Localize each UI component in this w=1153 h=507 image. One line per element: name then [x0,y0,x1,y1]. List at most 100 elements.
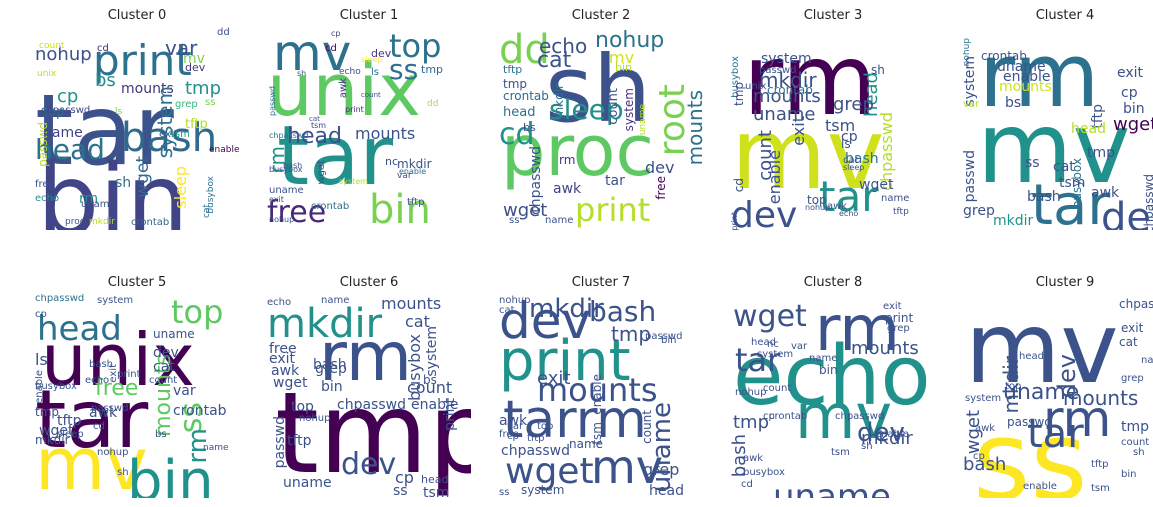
cloud-word: system [424,326,440,377]
cloud-word: ss [389,53,419,86]
cloud-word: bs [523,121,536,134]
cloud-word: unix [41,318,195,402]
word-cloud-panel: echo mv rm wget tar uname mounts dev mkdir tmp bas… [731,294,935,498]
cloud-word: ss [509,215,520,226]
cloud-word: mv [183,51,205,67]
cloud-word: head [1019,351,1044,362]
cloud-word: echo [339,67,361,77]
cloud-word: tmp [733,412,770,433]
cloud-word: tar [735,341,781,379]
cloud-word: name [321,295,350,306]
cloud-word: ss [499,487,510,498]
cloud-word: dev [153,345,179,361]
cloud-word: mounts [381,294,442,313]
cloud-word: tftp [185,117,208,132]
cloud-word: cat [309,115,320,123]
cloud-word: sleep [171,166,190,209]
cloud-word: passwd [91,403,129,414]
cloud-word: cp [35,309,47,320]
cloud-word: ls [35,350,48,369]
cloud-word: grep [887,323,910,334]
cloud-word: sh [297,69,307,78]
cloud-word: exit [159,129,178,140]
cloud-word: unix [37,69,57,79]
cloud-word: enable [590,374,604,415]
cloud-word: uname [753,104,816,125]
cloud-word: mounts [121,81,174,97]
cloud-word: dev [185,61,206,74]
cloud-word: enable [1003,69,1051,85]
cloud-word: system [97,295,134,306]
cloud-word: print [885,311,914,325]
cloud-word: chpasswd [35,294,85,304]
cloud-word: system [153,86,177,159]
cloud-word: mv [731,98,885,212]
cloud-word: bash [313,357,347,373]
cloud-word: bash [89,359,114,370]
cloud-word: grep [643,460,680,479]
cloud-word: dev [857,418,905,448]
cloud-word: count [606,88,621,125]
cloud-word: wget [1113,114,1153,135]
cloud-word: busybox [743,467,785,478]
cloud-word: system [339,177,368,186]
cloud-word: rm [815,294,900,365]
cloud-word: name [1141,355,1153,366]
cloud-word: ss [393,483,408,498]
cloud-word: uname [773,477,891,498]
cloud-word: dd [499,27,550,73]
cloud-word: rm [1043,390,1112,448]
cloud-word: free [267,195,327,230]
cloud-word: print [575,191,651,229]
cloud-word: cd [732,178,746,193]
cloud-word: ls [371,67,379,78]
cloud-word: awk [553,181,582,197]
cloud-word: cd [93,421,105,432]
cloud-word: echo [839,209,859,218]
cloud-word: cat [843,155,859,166]
cloud-word: cp [507,431,519,442]
cloud-word: uname [1003,380,1080,405]
cloud-word: print [499,329,631,394]
cloud-word: passwd [963,150,978,203]
cloud-word: exit [789,116,808,146]
cloud-word: tmp [1087,145,1116,161]
cloud-word: mounts [753,86,821,107]
cloud-word: sh [545,36,652,143]
cloud-word: var [791,341,808,352]
cloud-word: chpasswd [835,411,885,422]
cloud-word: tar [277,109,394,204]
cloud-word: grep [1121,373,1144,384]
cloud-word: tsm [1059,175,1086,191]
cluster-title: Cluster 0 [107,8,167,23]
cloud-word: grep [833,94,874,115]
cloud-word: bin [661,335,677,346]
cloud-word: sh [871,63,885,77]
cloud-word: uname [283,475,332,491]
cloud-word: busybox [269,165,303,174]
cloud-word: nc [385,155,399,168]
cluster-title: Cluster 4 [1035,8,1095,23]
cloud-word: var [397,171,412,181]
cloud-word: tftp [287,433,312,449]
cloud-word: bin [369,187,431,230]
cloud-word: tsm [831,447,850,458]
cloud-word: free [654,176,668,200]
cloud-word: mounts [683,90,703,166]
cloud-word: chpasswd [41,105,91,116]
cloud-word: free [499,429,519,440]
cloud-word: system [521,483,565,497]
cloud-word: chpasswd [1142,174,1153,230]
cloud-word: wget [859,177,894,193]
cloud-word: var [963,99,980,110]
cloud-word: nohup [299,413,331,424]
cloud-word: sh [117,467,129,478]
cloud-word: print [731,212,739,230]
cloud-word: grep [175,99,198,110]
cloud-word: name [203,443,229,453]
cloud-word: nohup [963,38,972,67]
cloud-word: head [649,483,684,498]
cloud-word: busybox [35,381,77,392]
cluster-title: Cluster 9 [1035,275,1095,290]
